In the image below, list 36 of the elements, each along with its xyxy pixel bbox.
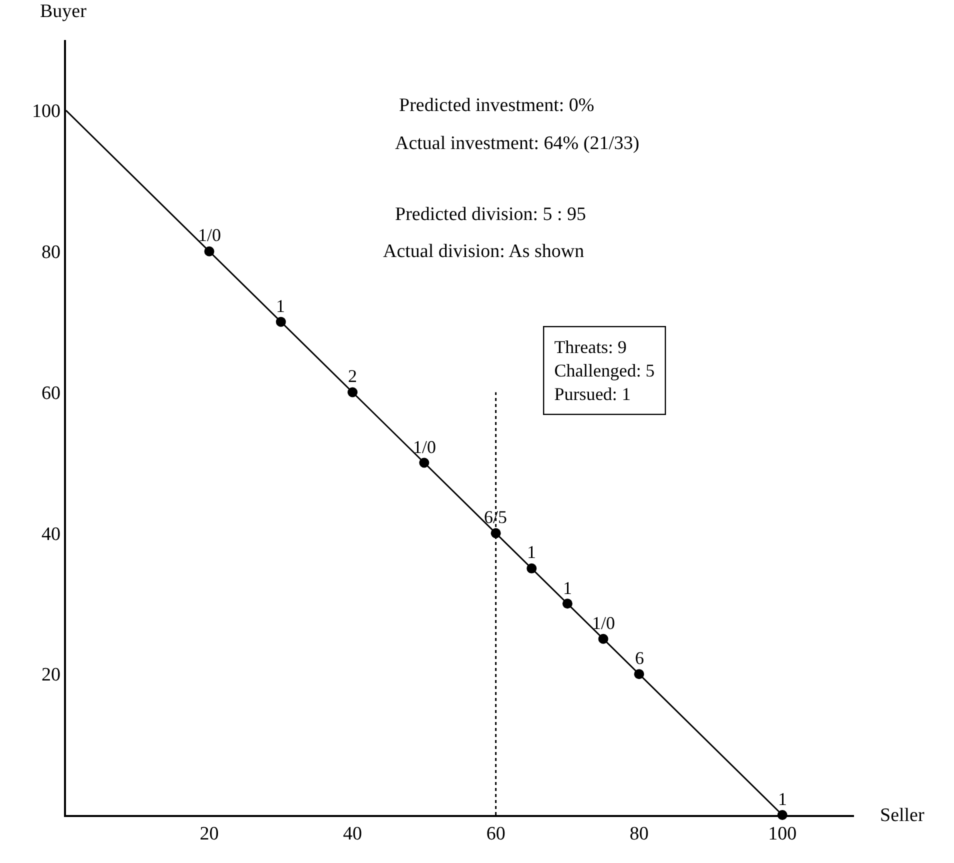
annotation: 1 [276, 296, 285, 316]
point [598, 634, 608, 644]
annotation: Threats: 9 Challenged: 5 Pursued: 1 [554, 337, 655, 404]
annotation: 1 [563, 578, 572, 598]
annotation: 1/0 [413, 437, 436, 457]
x-axis-title: Seller [880, 805, 925, 826]
x-tick-label: 100 [768, 824, 797, 845]
annotation: 1 [778, 789, 787, 809]
point [348, 387, 358, 398]
point [562, 598, 572, 609]
x-tick-label: 20 [200, 824, 219, 845]
y-tick-label: 20 [41, 664, 60, 686]
x-tick-label: 40 [343, 824, 362, 845]
annotation: 1/0 [592, 613, 616, 633]
annotation: 2 [348, 366, 357, 386]
annotation: 1/0 [198, 225, 222, 245]
point [490, 528, 501, 538]
annotation: 1 [527, 542, 536, 562]
annotation: 6/5 [484, 507, 508, 527]
point [419, 458, 430, 468]
annotation: Actual investment: 64% (21/33) [395, 133, 640, 154]
y-tick-label: 60 [41, 382, 60, 404]
y-axis-title: Buyer [40, 1, 88, 22]
x-tick-label: 80 [630, 824, 649, 845]
y-tick-label: 40 [41, 524, 60, 545]
point [204, 246, 214, 256]
point [634, 669, 644, 680]
annotation: Predicted investment: 0% [399, 95, 594, 116]
annotation: 6 [635, 648, 644, 668]
y-tick-label: 80 [41, 242, 60, 264]
annotation: Actual division: As shown [383, 241, 585, 262]
annotation: Predicted division: 5 : 95 [395, 204, 586, 225]
x-tick-label: 60 [486, 824, 506, 845]
point [526, 563, 537, 574]
y-tick-label: 100 [32, 101, 60, 122]
point [276, 316, 286, 327]
